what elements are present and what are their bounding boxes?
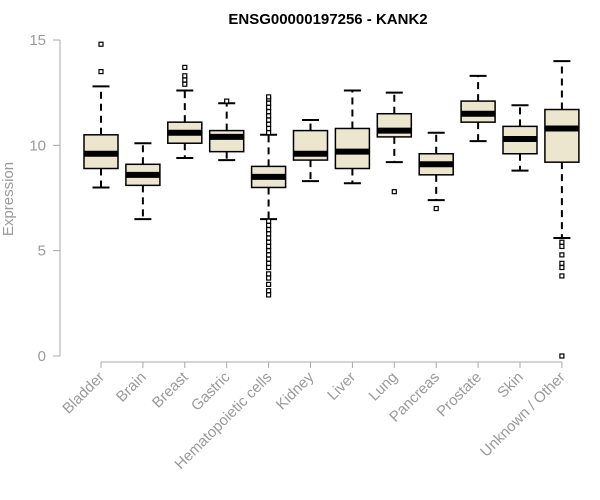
box-series <box>83 41 580 359</box>
outlier-point <box>182 73 188 79</box>
outlier-point <box>266 281 272 287</box>
y-axis-label: Expression <box>0 162 17 236</box>
outlier-point <box>98 68 104 75</box>
outlier-point <box>266 218 272 224</box>
box-iqr <box>208 129 245 153</box>
outlier-point <box>266 260 272 266</box>
outlier-point <box>559 252 565 258</box>
outlier-point <box>266 288 272 294</box>
outlier-point <box>559 273 565 279</box>
outlier-point <box>266 243 272 250</box>
box-unknown-other <box>544 60 580 359</box>
outlier-point <box>266 271 272 277</box>
outlier-point <box>266 239 272 245</box>
outlier-point <box>98 41 104 47</box>
outlier-point <box>182 77 188 83</box>
box-skin <box>502 104 538 172</box>
outlier-point <box>266 275 272 281</box>
outlier-point <box>266 109 272 115</box>
box-liver <box>334 89 371 185</box>
outlier-point <box>266 100 272 106</box>
outlier-point <box>266 113 272 119</box>
box-prostate <box>460 74 496 143</box>
outlier-point <box>182 64 188 70</box>
outlier-point <box>559 353 565 359</box>
outlier-point <box>266 235 272 241</box>
outlier-point <box>266 264 272 271</box>
outlier-point <box>266 117 272 123</box>
outlier-point <box>559 243 565 250</box>
y-axis-ticks: 0 5 10 15 <box>29 32 60 365</box>
x-category-label: Kidney <box>273 368 318 413</box>
box-iqr <box>334 127 371 170</box>
y-tick-label: 15 <box>29 32 46 49</box>
outlier-point <box>266 292 272 298</box>
outlier-point <box>433 205 439 212</box>
box-hematopoietic-cells <box>250 94 287 298</box>
outlier-point <box>182 81 188 87</box>
x-category-label: Skin <box>494 369 527 402</box>
outlier-point <box>266 222 272 228</box>
box-brain <box>125 142 161 221</box>
x-category-label: Prostate <box>433 369 485 421</box>
y-tick-label: 10 <box>29 137 46 154</box>
outlier-point <box>266 256 272 262</box>
y-tick-label: 0 <box>38 348 46 365</box>
box-bladder <box>83 41 119 189</box>
outlier-point <box>266 231 272 237</box>
chart-title: ENSG00000197256 - KANK2 <box>228 11 427 28</box>
outlier-point <box>266 94 272 100</box>
x-category-label: Bladder <box>59 369 108 418</box>
box-pancreas <box>418 131 454 212</box>
x-category-label: Liver <box>324 369 359 404</box>
outlier-point <box>266 121 272 127</box>
box-lung <box>376 91 413 195</box>
outlier-point <box>559 239 565 245</box>
outlier-point <box>266 227 272 233</box>
outlier-point <box>266 252 272 258</box>
outlier-point <box>391 189 397 195</box>
box-breast <box>167 64 203 159</box>
outlier-point <box>266 130 272 136</box>
box-kidney <box>292 119 329 183</box>
outlier-point <box>266 104 272 111</box>
x-category-label: Brain <box>113 369 150 406</box>
outlier-point <box>266 248 272 254</box>
box-iqr <box>544 108 580 163</box>
x-category-label: Lung <box>366 369 402 405</box>
outlier-point <box>559 260 565 266</box>
outlier-point <box>224 98 230 104</box>
y-tick-label: 5 <box>38 243 46 260</box>
x-category-label: Breast <box>149 368 192 411</box>
outlier-point <box>266 125 272 132</box>
outlier-point <box>559 264 565 271</box>
box-gastric <box>208 98 245 162</box>
